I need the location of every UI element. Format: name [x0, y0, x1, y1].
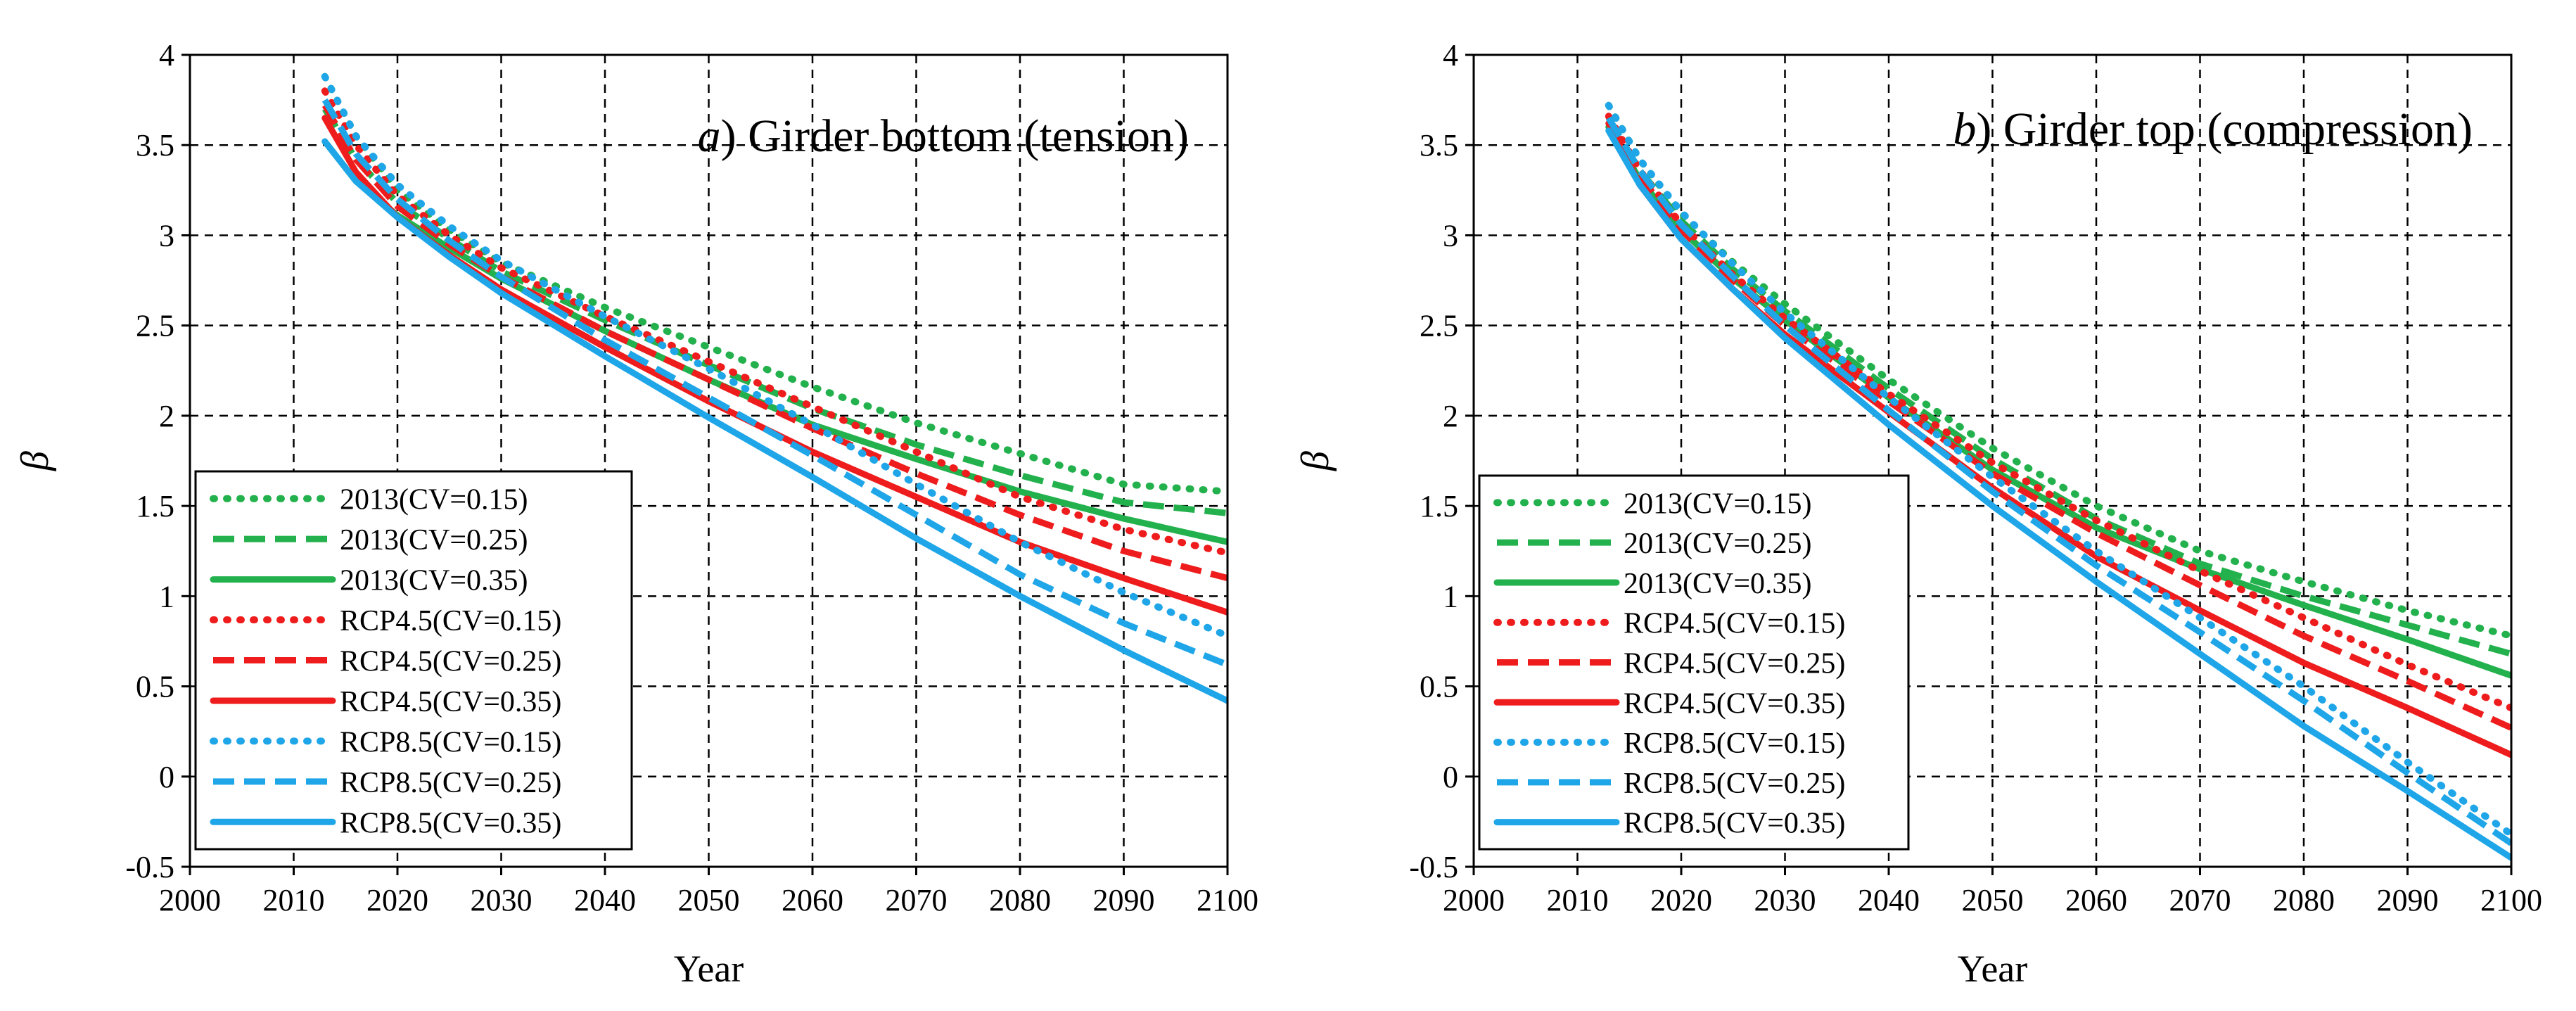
- y-tick-label: 4: [159, 38, 174, 72]
- legend-label: RCP4.5(CV=0.35): [340, 686, 561, 718]
- x-tick-label: 2060: [782, 883, 843, 917]
- x-tick-label: 2060: [2065, 883, 2127, 917]
- y-axis-label: β: [1294, 451, 1337, 471]
- series-line-rcp4-5-cv-0-15-: [1605, 113, 2511, 712]
- x-axis-label: Year: [674, 948, 744, 990]
- panel-title: b) Girder top (compression): [1953, 103, 2473, 155]
- y-tick-label: 2: [159, 399, 174, 433]
- panel-title-text: ) Girder top (compression): [1976, 103, 2473, 155]
- series-line-rcp8-5-cv-0-25-: [321, 98, 1228, 668]
- y-tick-label: 4: [1443, 38, 1458, 72]
- x-tick-label: 2030: [471, 883, 533, 917]
- x-tick-label: 2040: [574, 883, 636, 917]
- legend-label: RCP8.5(CV=0.15): [1624, 727, 1845, 760]
- x-tick-label: 2090: [2377, 883, 2439, 917]
- series-group: [321, 72, 1228, 704]
- panel-title: a) Girder bottom (tension): [698, 110, 1189, 162]
- y-tick-label: 2.5: [1420, 309, 1458, 343]
- legend-label: RCP8.5(CV=0.25): [1624, 768, 1845, 800]
- x-tick-label: 2050: [678, 883, 740, 917]
- x-tick-label: 2080: [2273, 883, 2335, 917]
- series-line-rcp8-5-cv-0-25-: [1605, 116, 2511, 846]
- x-tick-label: 2010: [1547, 883, 1609, 917]
- panel-title-letter: b: [1953, 103, 1976, 155]
- legend-label: RCP8.5(CV=0.25): [340, 767, 561, 799]
- y-tick-label: 0.5: [136, 670, 174, 704]
- series-line-rcp8-5-cv-0-15-: [321, 72, 1228, 640]
- series-line-rcp8-5-cv-0-35-: [321, 138, 1228, 704]
- y-tick-label: 0.5: [1420, 670, 1458, 704]
- y-tick-label: 2: [1443, 399, 1458, 433]
- legend: 2013(CV=0.15) 2013(CV=0.25) 2013(CV=0.35) R…: [194, 470, 633, 851]
- x-tick-label: 2020: [1650, 883, 1712, 917]
- legend-label: RCP4.5(CV=0.15): [1624, 608, 1845, 640]
- y-tick-label: 1.5: [1420, 489, 1458, 523]
- y-tick-label: 1.5: [136, 489, 174, 523]
- legend-label: RCP8.5(CV=0.35): [340, 807, 561, 839]
- y-axis-label: β: [13, 451, 57, 471]
- y-tick-label: 3: [1443, 218, 1458, 253]
- x-axis-label: Year: [1958, 948, 2028, 990]
- y-tick-label: 0: [159, 760, 174, 794]
- legend-label: RCP4.5(CV=0.15): [340, 605, 561, 637]
- x-tick-label: 2090: [1093, 883, 1155, 917]
- legend: 2013(CV=0.15) 2013(CV=0.25) 2013(CV=0.35) R…: [1478, 474, 1910, 851]
- legend-label: 2013(CV=0.15): [340, 484, 528, 516]
- x-tick-label: 2010: [263, 883, 325, 917]
- legend-label: 2013(CV=0.25): [1624, 528, 1812, 560]
- legend-label: RCP4.5(CV=0.25): [340, 646, 561, 678]
- x-tick-label: 2000: [1443, 883, 1505, 917]
- x-tick-label: 2030: [1754, 883, 1816, 917]
- y-tick-label: -0.5: [125, 850, 174, 884]
- x-tick-label: 2070: [886, 883, 948, 917]
- legend-label: RCP8.5(CV=0.15): [340, 726, 561, 758]
- legend-label: 2013(CV=0.35): [1624, 568, 1812, 600]
- series-line-rcp8-5-cv-0-15-: [1605, 101, 2511, 838]
- legend-label: RCP8.5(CV=0.35): [1624, 808, 1845, 840]
- legend-box: [194, 470, 633, 851]
- legend-label: 2013(CV=0.25): [340, 524, 528, 557]
- x-tick-label: 2040: [1858, 883, 1920, 917]
- x-tick-label: 2070: [2169, 883, 2231, 917]
- panel-title-text: ) Girder bottom (tension): [721, 110, 1189, 162]
- x-tick-label: 2100: [2480, 883, 2542, 917]
- x-tick-label: 2080: [989, 883, 1051, 917]
- series-group: [1605, 101, 2511, 861]
- y-tick-label: 3.5: [136, 128, 174, 163]
- series-line-rcp8-5-cv-0-35-: [1605, 127, 2511, 861]
- legend-label: 2013(CV=0.15): [1624, 488, 1812, 520]
- legend-label: 2013(CV=0.35): [340, 565, 528, 597]
- panel-title-letter: a: [698, 110, 721, 162]
- series-line-rcp4-5-cv-0-25-: [321, 103, 1228, 582]
- y-tick-label: 3.5: [1420, 128, 1458, 163]
- panel-girder-top: 2000 2010 2020 2030 2040 2050 2060 2070 2080 2090…: [1294, 38, 2542, 990]
- x-tick-label: 2050: [1962, 883, 2024, 917]
- series-line-2013-cv-0-25-: [1605, 116, 2511, 657]
- legend-label: RCP4.5(CV=0.35): [1624, 687, 1845, 720]
- legend-label: RCP4.5(CV=0.25): [1624, 648, 1845, 680]
- series-line-2013-cv-0-15-: [321, 72, 1228, 495]
- panel-girder-bottom: 2000 2010 2020 2030 2040 2050 2060 2070 2080 2090…: [13, 38, 1258, 990]
- y-tick-label: 0: [1443, 760, 1458, 794]
- y-tick-label: 1: [1443, 579, 1458, 613]
- y-tick-label: 1: [159, 579, 174, 613]
- x-tick-label: 2100: [1197, 883, 1258, 917]
- y-tick-label: 2.5: [136, 309, 174, 343]
- legend-box: [1478, 474, 1910, 851]
- y-tick-label: -0.5: [1409, 850, 1458, 884]
- x-tick-label: 2000: [159, 883, 221, 917]
- x-tick-label: 2020: [366, 883, 428, 917]
- y-tick-label: 3: [159, 218, 174, 253]
